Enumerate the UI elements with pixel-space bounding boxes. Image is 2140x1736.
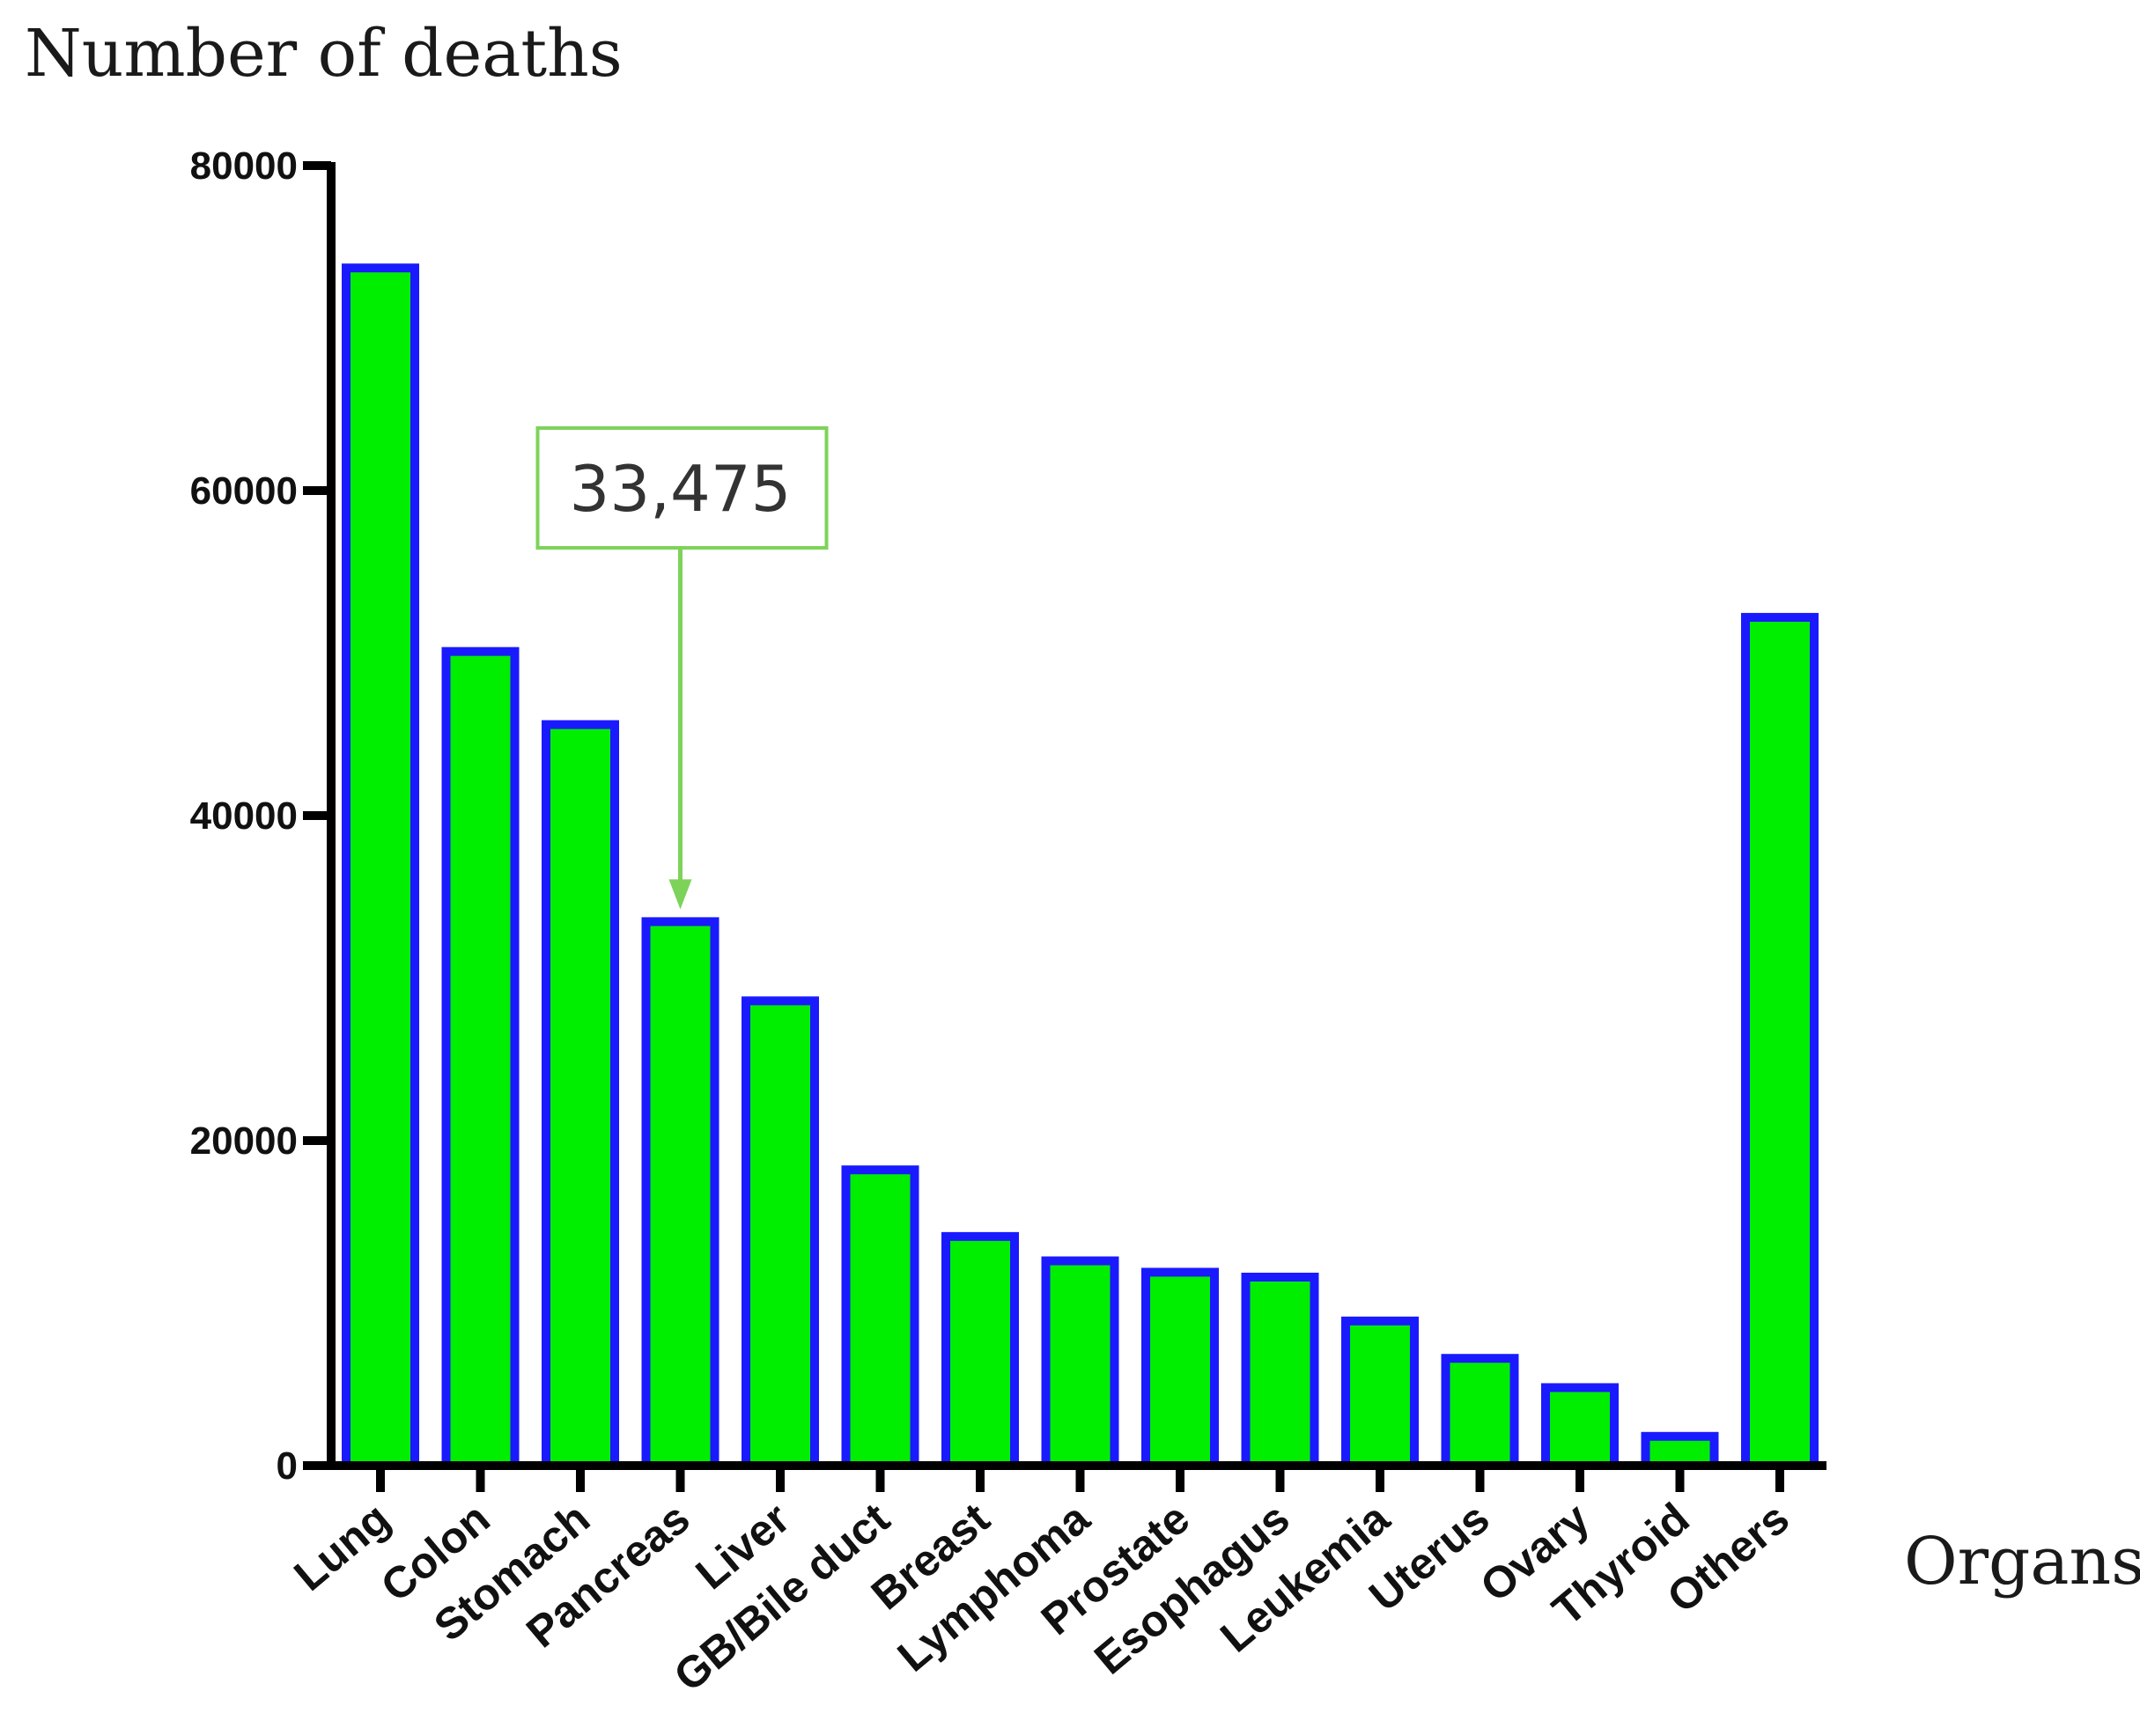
bar-colon bbox=[441, 646, 520, 1470]
y-tick-label: 60000 bbox=[190, 469, 298, 513]
bar-breast bbox=[941, 1231, 1019, 1470]
y-tick-label: 0 bbox=[277, 1444, 298, 1488]
y-axis-ticks: 0 20000 40000 60000 80000 bbox=[190, 144, 331, 1488]
bar-ovary bbox=[1541, 1383, 1619, 1470]
bar-liver bbox=[742, 996, 819, 1470]
bar-lung bbox=[342, 263, 419, 1470]
annotation-label: 33,475 bbox=[570, 452, 792, 526]
bar-stomach bbox=[542, 720, 619, 1470]
bar-others bbox=[1741, 612, 1819, 1470]
y-tick-label: 20000 bbox=[190, 1119, 298, 1163]
y-tick-label: 80000 bbox=[190, 144, 298, 188]
bar-prostate bbox=[1141, 1267, 1219, 1470]
annotation-arrowhead bbox=[668, 879, 692, 910]
y-axis-title: Number of deaths bbox=[25, 16, 623, 92]
bar-gb-bile-duct bbox=[841, 1165, 919, 1470]
annotation-box bbox=[535, 426, 829, 550]
bar-lymphoma bbox=[1041, 1256, 1119, 1471]
bar-uterus bbox=[1441, 1354, 1519, 1470]
y-tick-label: 40000 bbox=[190, 794, 298, 838]
bar-esophagus bbox=[1241, 1272, 1319, 1470]
bars bbox=[342, 263, 1819, 1471]
x-axis-title: Organs bbox=[1904, 1524, 2140, 1599]
pancreas-annotation: 33,475 bbox=[535, 426, 829, 910]
bar-pancreas bbox=[641, 917, 719, 1470]
bar-leukemia bbox=[1341, 1316, 1419, 1471]
